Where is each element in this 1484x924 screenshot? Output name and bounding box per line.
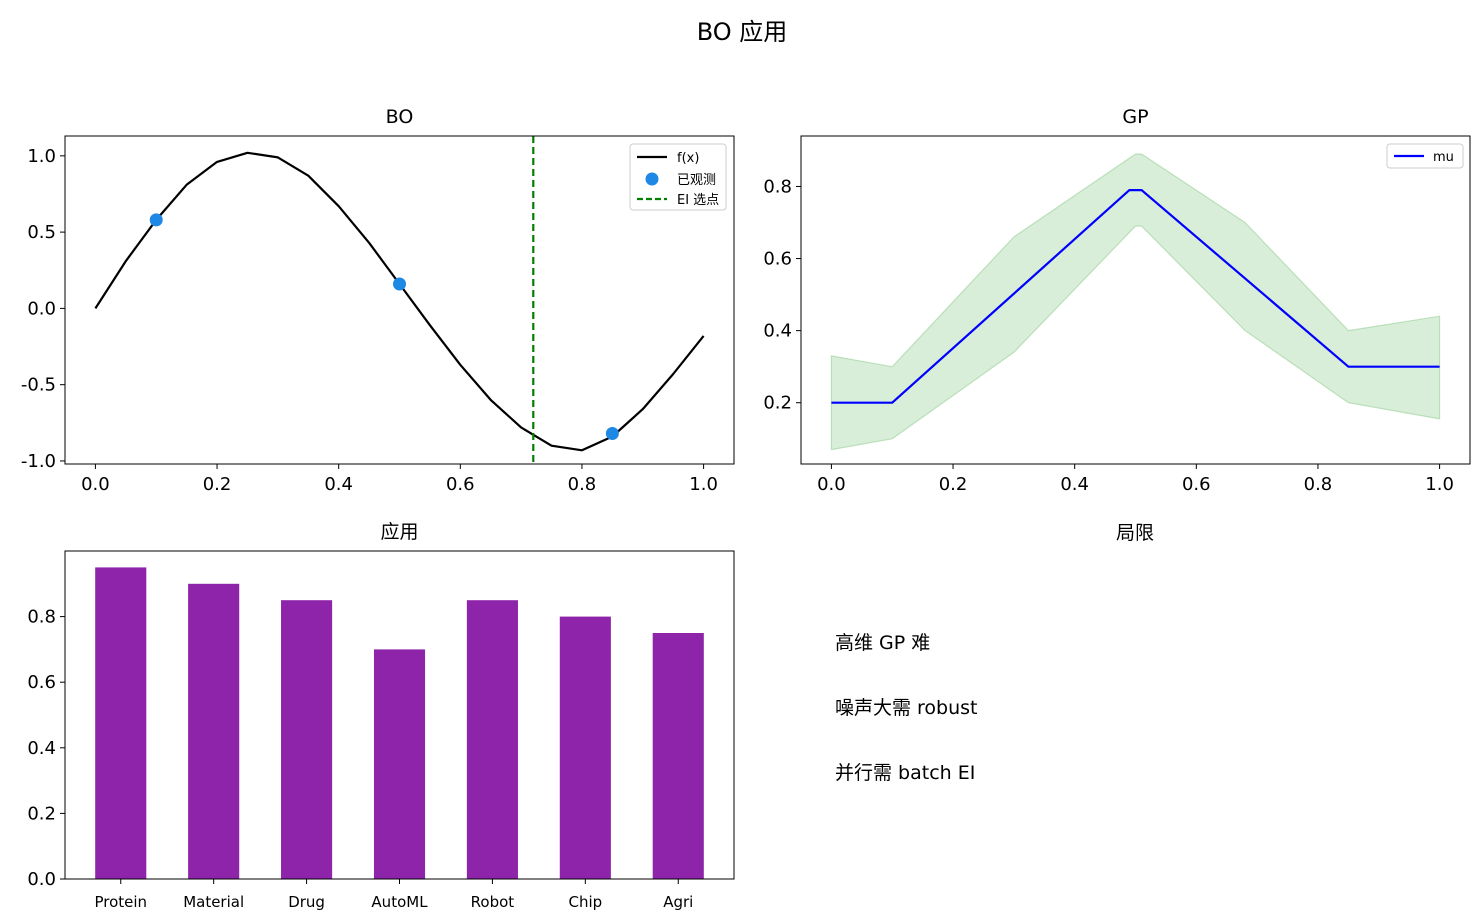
y-tick-label: 0.8 bbox=[27, 607, 56, 628]
x-tick-label: Chip bbox=[568, 893, 602, 911]
x-tick-label: Protein bbox=[94, 893, 147, 911]
observed-point bbox=[605, 426, 619, 440]
confidence-band bbox=[830, 153, 1441, 451]
limits-title: 局限 bbox=[1116, 522, 1154, 544]
bar bbox=[559, 616, 611, 879]
figure-title: BO 应用 bbox=[696, 18, 788, 46]
x-tick-label: Robot bbox=[471, 893, 515, 911]
x-tick-label: 0.4 bbox=[324, 474, 353, 495]
bo-chart: BO 0.0 0.2 0.4 0.6 0.8 1.0 -1.0 -0.5 0.0 0.5 1.0 f(x… bbox=[21, 106, 735, 495]
limit-item: 噪声大需 robust bbox=[835, 697, 978, 719]
chart-title: 应用 bbox=[380, 521, 418, 543]
axes-frame bbox=[64, 135, 735, 465]
legend-swatch bbox=[645, 172, 659, 186]
legend: f(x) 已观测 EI 选点 bbox=[629, 143, 727, 211]
bar bbox=[652, 633, 704, 879]
bar bbox=[95, 567, 147, 879]
bar bbox=[188, 583, 240, 879]
y-tick-label: 0.2 bbox=[763, 393, 792, 414]
x-tick-label: AutoML bbox=[371, 893, 428, 911]
chart-title: BO bbox=[386, 106, 414, 128]
limit-item: 并行需 batch EI bbox=[835, 762, 976, 784]
y-tick-label: 0.6 bbox=[27, 672, 56, 693]
legend: mu bbox=[1386, 143, 1464, 169]
legend-box bbox=[629, 143, 727, 211]
x-tick-label: Material bbox=[183, 893, 244, 911]
y-tick-label: 0.5 bbox=[27, 222, 56, 243]
x-tick-label: 0.8 bbox=[1304, 474, 1333, 495]
x-tick-label: 1.0 bbox=[689, 474, 718, 495]
limits-list: 高维 GP 难 噪声大需 robust 并行需 batch EI bbox=[835, 628, 978, 823]
limit-item: 高维 GP 难 bbox=[835, 632, 931, 654]
axes-frame bbox=[800, 135, 1471, 465]
x-tick-label: 0.6 bbox=[446, 474, 475, 495]
x-tick-label: 0.6 bbox=[1182, 474, 1211, 495]
x-tick-label: 0.4 bbox=[1060, 474, 1089, 495]
applications-bar-chart: 应用 Protein Material Drug AutoML Robot Chip Agri… bbox=[27, 521, 735, 911]
x-tick-label: Agri bbox=[663, 893, 693, 911]
x-tick-label: 0.2 bbox=[939, 474, 968, 495]
y-tick-label: -0.5 bbox=[21, 375, 56, 396]
x-tick-label: 1.0 bbox=[1425, 474, 1454, 495]
legend-label: mu bbox=[1433, 150, 1454, 165]
legend-label: f(x) bbox=[677, 151, 699, 166]
legend-label: EI 选点 bbox=[677, 193, 719, 208]
gp-chart: GP 0.0 0.2 0.4 0.6 0.8 1.0 0.2 0.4 0.6 0.8 mu bbox=[763, 106, 1471, 495]
y-tick-label: 0.0 bbox=[27, 869, 56, 890]
y-tick-label: 0.4 bbox=[763, 321, 792, 342]
chart-title: GP bbox=[1122, 106, 1148, 128]
y-tick-label: 0.0 bbox=[27, 298, 56, 319]
observed-point bbox=[149, 213, 163, 227]
x-tick-label: 0.0 bbox=[81, 474, 110, 495]
y-tick-label: 0.6 bbox=[763, 249, 792, 270]
y-tick-label: 0.8 bbox=[763, 176, 792, 197]
x-tick-label: 0.8 bbox=[568, 474, 597, 495]
y-tick-label: 0.4 bbox=[27, 738, 56, 759]
legend-label: 已观测 bbox=[677, 173, 716, 188]
y-tick-label: -1.0 bbox=[21, 451, 56, 472]
legend-box bbox=[1386, 143, 1464, 169]
x-tick-label: 0.0 bbox=[817, 474, 846, 495]
y-tick-label: 0.2 bbox=[27, 803, 56, 824]
fx-curve bbox=[94, 151, 705, 452]
x-tick-label: 0.2 bbox=[203, 474, 232, 495]
mu-line bbox=[831, 189, 1440, 404]
axes-frame bbox=[64, 550, 735, 880]
y-tick-label: 1.0 bbox=[27, 146, 56, 167]
bar bbox=[466, 600, 518, 879]
bar bbox=[281, 600, 333, 879]
observed-point bbox=[393, 277, 406, 291]
x-tick-label: Drug bbox=[288, 893, 325, 911]
bar bbox=[373, 649, 426, 879]
